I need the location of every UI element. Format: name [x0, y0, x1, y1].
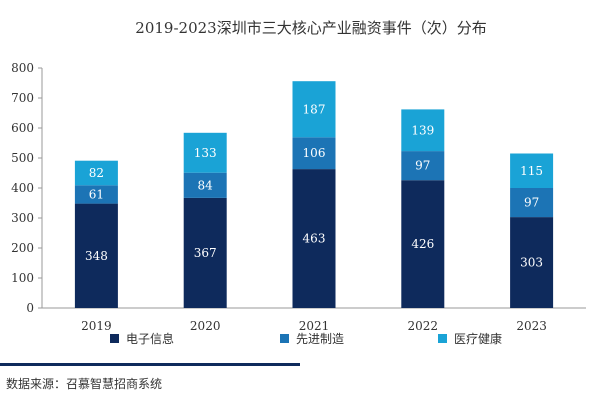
x-tick-label: 2019 — [81, 319, 112, 333]
legend-label: 电子信息 — [126, 331, 174, 346]
y-tick-label: 0 — [26, 301, 34, 315]
x-tick-label: 2021 — [299, 319, 330, 333]
bar-segment — [401, 151, 445, 181]
bar-segment — [401, 180, 445, 308]
y-tick-label: 200 — [11, 241, 34, 255]
bar-value-label: 139 — [411, 123, 434, 137]
x-tick-label: 2023 — [516, 319, 547, 333]
bar-value-label: 303 — [520, 256, 543, 270]
bar-value-label: 97 — [415, 159, 430, 173]
bar-value-label: 82 — [89, 166, 104, 180]
bar-value-label: 97 — [524, 196, 539, 210]
x-axis: 2019 2020 2021 2022 2023 — [42, 307, 586, 333]
legend-label: 先进制造 — [296, 332, 344, 346]
bar-segment — [183, 197, 227, 308]
legend-swatch — [438, 334, 447, 343]
bar-value-label: 61 — [89, 187, 104, 201]
bar-segment — [74, 185, 118, 204]
bar-value-label: 463 — [303, 232, 326, 246]
source-note: 数据来源：召慕智慧招商系统 — [6, 376, 162, 391]
y-tick-label: 800 — [11, 61, 34, 75]
bar-segment — [292, 81, 336, 138]
bar-segment — [183, 172, 227, 198]
chart-title: 2019-2023深圳市三大核心产业融资事件（次）分布 — [135, 19, 486, 37]
accent-divider — [0, 363, 300, 366]
x-tick-label: 2022 — [408, 319, 439, 333]
y-tick-label: 300 — [11, 211, 34, 225]
bar-value-label: 133 — [194, 146, 217, 160]
bar-segment — [510, 153, 554, 188]
bar-segment — [292, 169, 336, 308]
bar-segment — [401, 109, 445, 152]
y-axis: 0 100 200 300 400 500 600 700 800 — [11, 61, 43, 315]
bar-segment — [510, 217, 554, 308]
bar-value-label: 106 — [303, 146, 326, 160]
bar-segment — [510, 188, 554, 218]
bar-value-label: 84 — [198, 178, 214, 192]
bar-value-label: 367 — [194, 246, 217, 260]
legend-swatch — [110, 334, 119, 343]
x-tick-label: 2020 — [190, 319, 221, 333]
bar-value-label: 348 — [85, 249, 108, 263]
y-tick-label: 100 — [11, 271, 34, 285]
y-tick-label: 400 — [11, 181, 34, 195]
y-tick-label: 700 — [11, 91, 34, 105]
bar-value-label: 426 — [411, 237, 434, 251]
bars: 348 61 82 367 84 133 463 106 187 426 97 139 303 97 115 — [74, 81, 554, 308]
bar-value-label: 115 — [520, 164, 543, 178]
bar-segment — [292, 137, 336, 170]
legend-swatch — [280, 334, 289, 343]
bar-segment — [183, 132, 227, 173]
bar-segment — [74, 160, 118, 186]
legend-label: 医疗健康 — [454, 331, 502, 346]
legend: 电子信息 先进制造 医疗健康 — [110, 331, 502, 346]
bar-value-label: 187 — [303, 102, 326, 116]
bar-segment — [74, 203, 118, 308]
y-tick-label: 600 — [11, 121, 34, 135]
y-tick-label: 500 — [11, 151, 34, 165]
